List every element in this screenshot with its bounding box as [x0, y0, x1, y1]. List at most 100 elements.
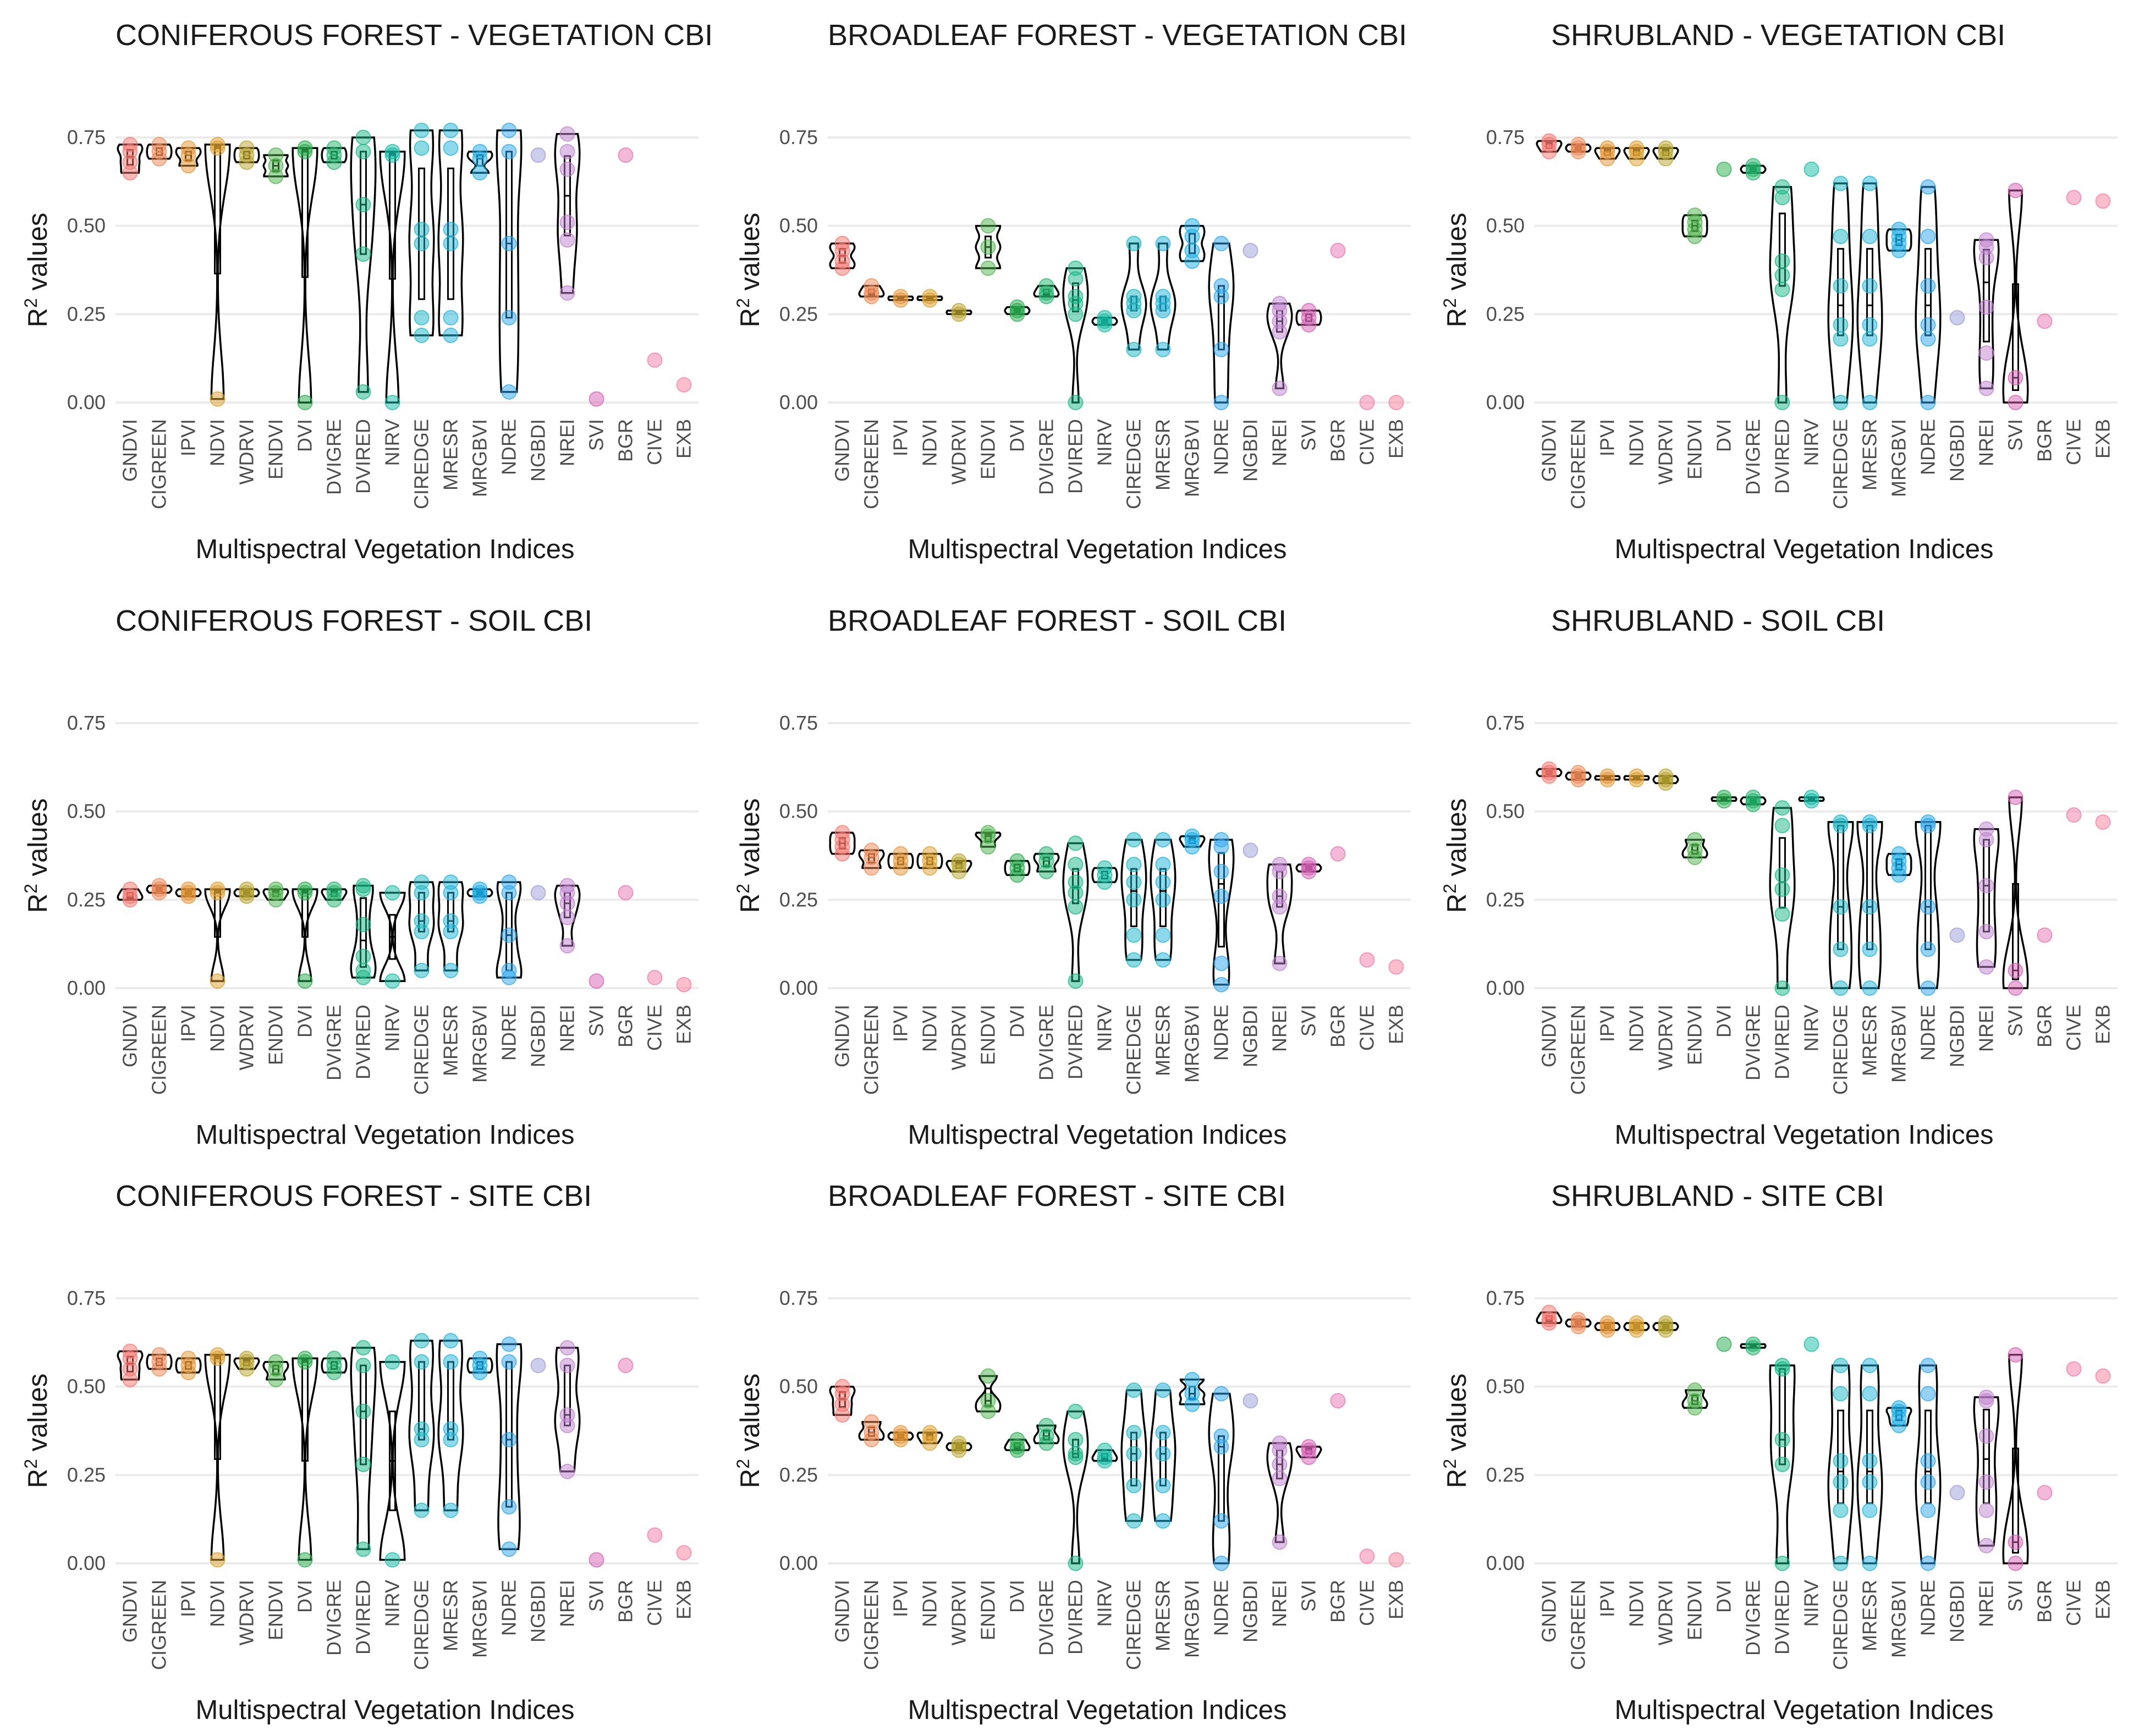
x-tick-label: NGBDI — [1239, 1580, 1262, 1643]
x-tick-label: IPVI — [177, 1580, 200, 1617]
x-tick-label: DVI — [1713, 1005, 1735, 1038]
x-tick-label: ENDVI — [265, 1005, 287, 1065]
point-mresr — [1155, 1425, 1171, 1441]
point-mresr — [1155, 289, 1171, 305]
x-axis-label: Multispectral Vegetation Indices — [908, 1695, 1286, 1725]
x-tick-label: NDVI — [206, 419, 229, 466]
x-tick-label: MRESR — [439, 419, 462, 491]
point-dvi — [1009, 1432, 1025, 1448]
y-tick-label: 0.25 — [1486, 888, 1525, 911]
x-tick-label: IPVI — [889, 1580, 912, 1617]
point-ndre — [1213, 863, 1229, 879]
point-dvigre — [326, 881, 342, 897]
y-tick-label: 0.00 — [779, 1552, 818, 1574]
point-cive — [647, 1527, 663, 1543]
point-dvired — [1774, 253, 1790, 269]
point-nrei — [1978, 878, 1994, 894]
violin-dvi — [1711, 796, 1737, 802]
x-tick-label: NREI — [556, 1580, 579, 1627]
y-tick-label: 0.25 — [779, 302, 818, 325]
x-tick-label: CIGREEN — [148, 1005, 171, 1095]
point-svi — [1301, 302, 1317, 318]
panel-title: BROADLEAF FOREST - SITE CBI — [828, 1180, 1286, 1213]
violin-ipvi — [175, 1357, 202, 1374]
point-ndre — [501, 1499, 517, 1515]
y-axis-label: R2 values — [733, 213, 765, 327]
point-mrgbvi — [1891, 1400, 1907, 1416]
point-nrei — [1272, 1534, 1288, 1550]
point-nirv — [1097, 310, 1113, 326]
y-axis-label-rest: values — [735, 798, 765, 884]
point-cigreen — [151, 1347, 167, 1363]
y-axis-label-rest: values — [1442, 798, 1472, 884]
point-ciredge — [1126, 1446, 1142, 1462]
point-mresr — [443, 310, 459, 326]
point-mresr — [1155, 1446, 1171, 1462]
violin-ipvi — [887, 853, 914, 869]
point-ndvi — [210, 136, 226, 152]
violin-wdrvi — [945, 859, 972, 873]
point-dvi — [297, 1351, 313, 1366]
point-nirv — [1803, 1336, 1819, 1352]
violin-gndvi — [829, 831, 856, 855]
point-dvired — [355, 1457, 371, 1473]
x-tick-label: WDRVI — [948, 419, 970, 484]
point-nrei — [1978, 959, 1994, 975]
point-mresr — [1862, 814, 1878, 830]
x-tick-label: IPVI — [889, 419, 912, 456]
point-nirv — [1097, 860, 1113, 876]
point-ciredge — [1833, 941, 1849, 957]
point-exb — [1388, 959, 1404, 975]
point-ciredge — [1126, 235, 1142, 251]
violin-endvi — [975, 831, 1002, 848]
x-tick-label: BGR — [1327, 1580, 1349, 1623]
point-gndvi — [122, 1343, 138, 1359]
x-tick-label: BGR — [1327, 419, 1349, 462]
point-dvi — [297, 1552, 313, 1568]
violin-ipvi — [887, 1431, 914, 1441]
point-ciredge — [1126, 341, 1142, 357]
y-tick-label: 0.25 — [67, 888, 106, 911]
violin-ndre — [496, 881, 523, 979]
point-bgr — [2037, 1485, 2053, 1501]
y-axis-label-base: R — [735, 894, 765, 913]
point-nrei — [1978, 1389, 1994, 1405]
y-tick-label: 0.00 — [67, 977, 106, 999]
x-tick-label: DVIGRE — [1742, 419, 1764, 495]
x-tick-label: WDRVI — [1654, 1580, 1677, 1645]
point-dvigre — [1038, 1418, 1054, 1434]
x-tick-label: DVIRED — [352, 1580, 375, 1655]
point-ipvi — [180, 140, 196, 156]
point-ndvi — [922, 1425, 938, 1441]
point-ciredge — [1833, 1358, 1849, 1374]
violin-ndvi — [204, 888, 231, 982]
y-axis-label-base: R — [1442, 308, 1472, 327]
violin-gndvi — [1536, 1311, 1563, 1324]
x-tick-label: NIRV — [1093, 1005, 1116, 1051]
x-tick-label: EXB — [2092, 1005, 2114, 1044]
x-tick-label: NDVI — [206, 1580, 229, 1627]
point-ndre — [1213, 977, 1229, 993]
point-mresr — [1862, 331, 1878, 347]
y-tick-label: 0.00 — [779, 977, 818, 999]
point-gndvi — [1541, 133, 1557, 149]
point-ipvi — [180, 881, 196, 897]
box-ciredge — [1837, 824, 1844, 950]
point-dvired — [1774, 867, 1790, 883]
x-tick-label: GNDVI — [1538, 1580, 1560, 1643]
x-tick-label: NDRE — [498, 1005, 520, 1061]
violin-ndre — [1208, 243, 1235, 404]
point-ciredge — [1126, 1425, 1142, 1441]
point-bgr — [1330, 1393, 1346, 1409]
y-axis-label-base: R — [735, 308, 765, 327]
point-bgr — [618, 1358, 634, 1374]
point-ndre — [1213, 278, 1229, 294]
point-nrei — [559, 161, 575, 177]
point-exb — [676, 977, 692, 993]
violin-dvi — [292, 147, 318, 404]
point-nrei — [1272, 1435, 1288, 1451]
y-axis-label-rest: values — [23, 213, 53, 298]
point-cigreen — [1570, 764, 1586, 780]
panel-8: BROADLEAF FOREST - SITE CBI 0.00 0.25 0.50 0… — [733, 1180, 1411, 1725]
violin-dvi — [1004, 1439, 1031, 1452]
